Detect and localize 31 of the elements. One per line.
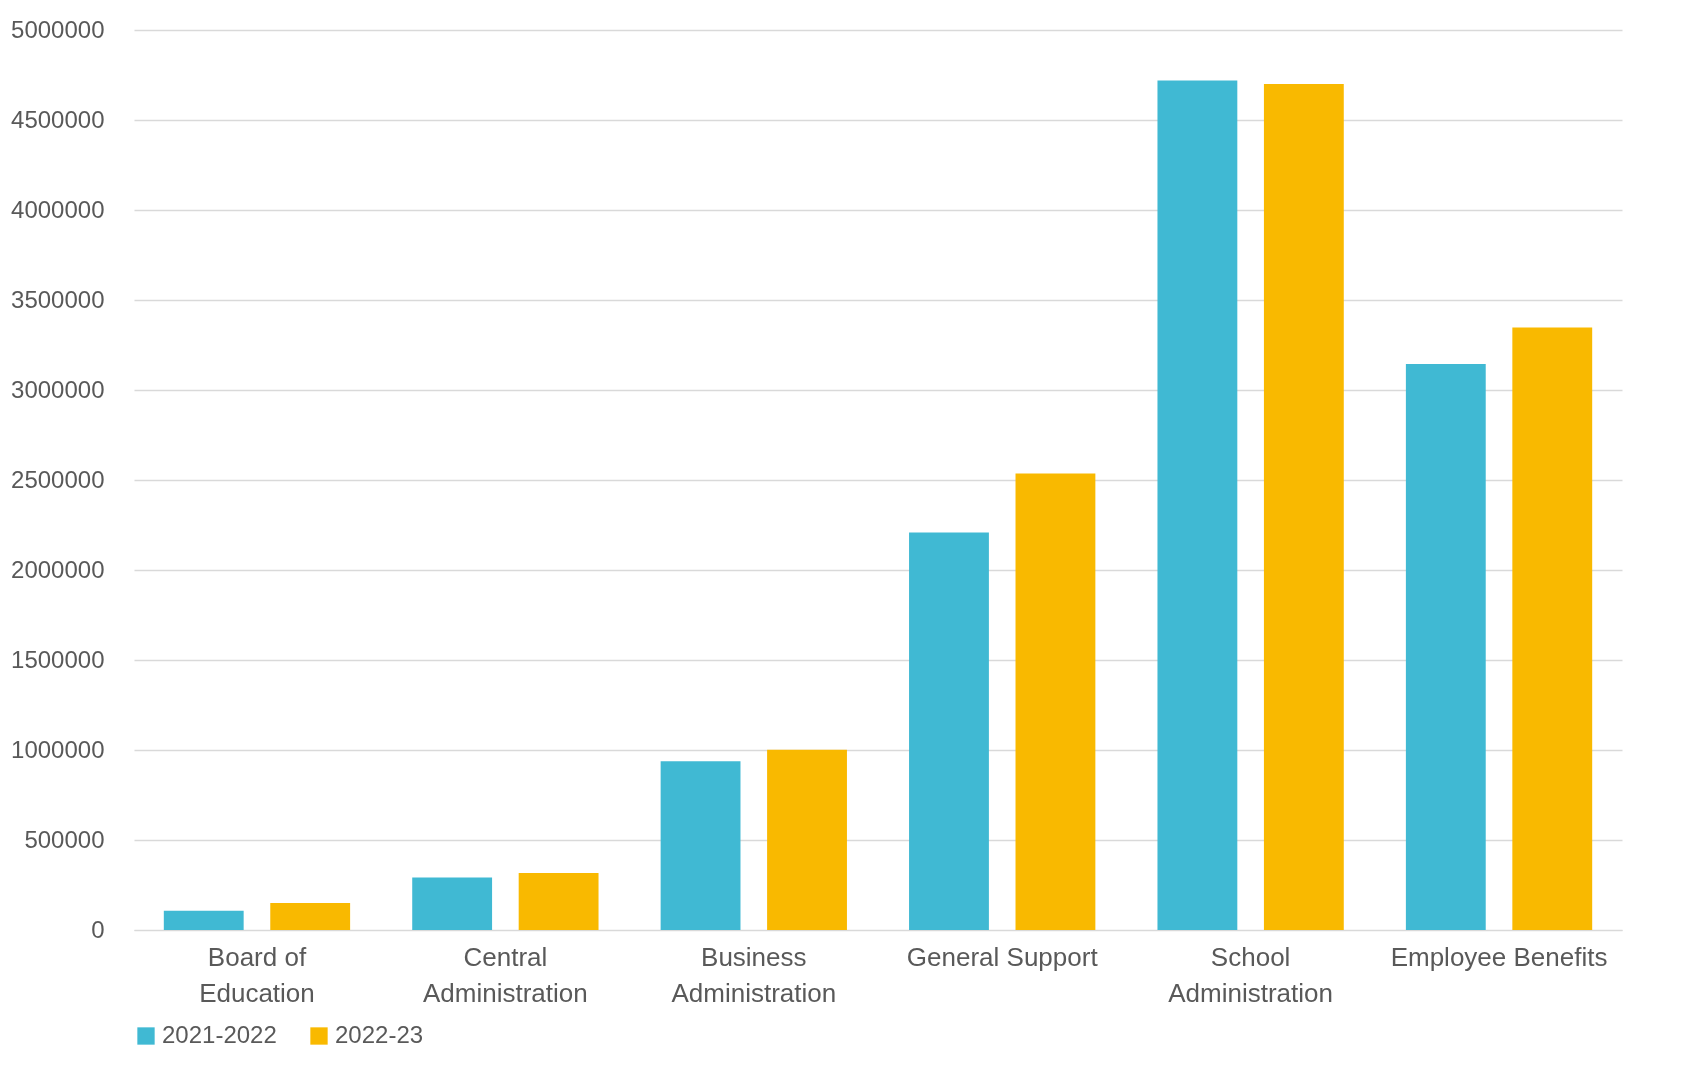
y-tick-label: 5000000 [11, 15, 105, 43]
legend-label: 2022-23 [335, 1021, 424, 1048]
bar [909, 532, 989, 930]
y-tick-label: 2500000 [11, 465, 105, 493]
bar [1405, 364, 1486, 930]
x-tick-label: Central Administration [423, 941, 588, 1008]
bar [1263, 84, 1344, 930]
bar [163, 910, 244, 930]
y-tick-label: 3500000 [11, 285, 105, 313]
y-tick-label: 4500000 [11, 105, 105, 133]
legend-label: 2021-2022 [162, 1021, 277, 1048]
y-tick-label: 500000 [24, 825, 105, 853]
bar [270, 903, 351, 930]
x-tick-label: Board of Education [199, 941, 315, 1008]
y-tick-label: 1000000 [11, 735, 105, 763]
bar [660, 761, 741, 930]
x-tick-label: Business Administration [671, 941, 837, 1008]
bar [1512, 327, 1593, 930]
y-tick-label: 0 [91, 915, 105, 943]
x-tick-label: School Administration [1168, 941, 1333, 1008]
bar [1015, 473, 1096, 930]
bar [1157, 80, 1238, 930]
y-tick-label: 1500000 [11, 645, 105, 673]
x-tick-label: General Support [906, 941, 1099, 972]
x-tick-label: Employee Benefits [1390, 941, 1608, 972]
y-tick-label: 2000000 [11, 555, 105, 583]
y-tick-label: 4000000 [11, 195, 105, 223]
bar [518, 873, 599, 930]
bar [767, 749, 847, 930]
bar [412, 877, 493, 930]
y-tick-label: 3000000 [11, 375, 105, 403]
